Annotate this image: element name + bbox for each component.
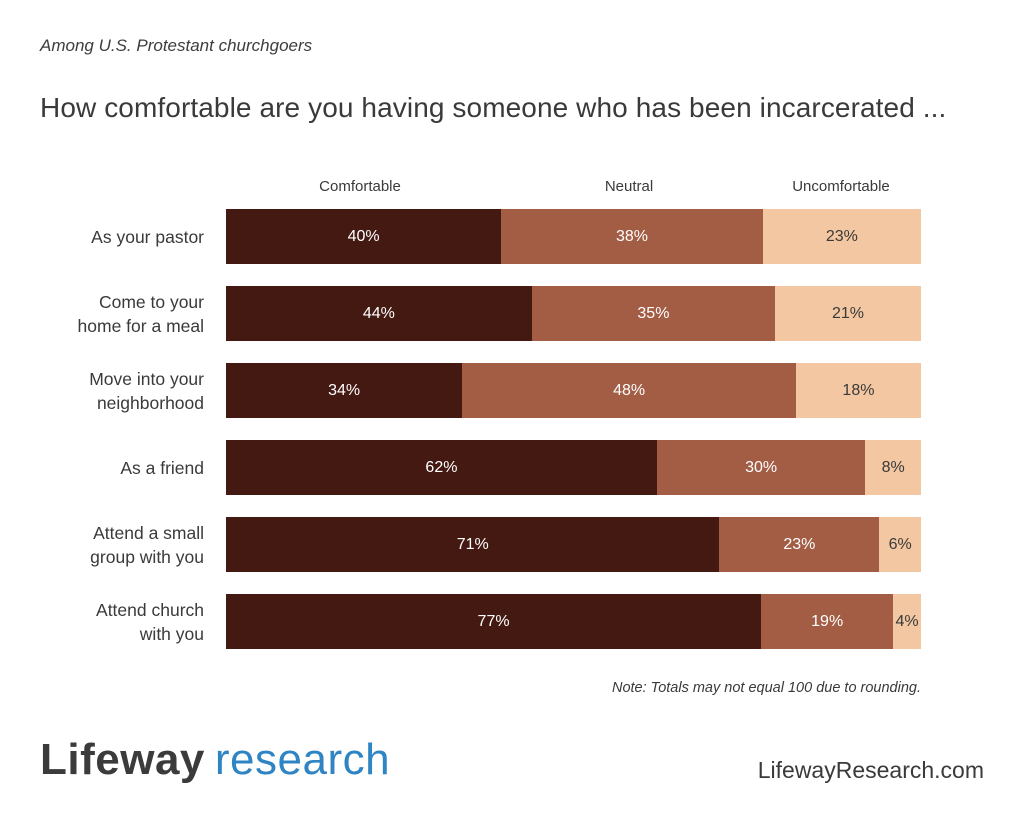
bar-segment-uncomfortable: 4% <box>893 594 921 649</box>
data-label: 35% <box>637 304 670 322</box>
category-label: Come to your home for a meal <box>4 286 204 341</box>
legend-neutral: Neutral <box>604 178 654 195</box>
category-label: As a friend <box>4 440 204 495</box>
data-label: 48% <box>613 381 646 399</box>
data-label: 21% <box>832 304 865 322</box>
logo-research-text: research <box>214 735 391 784</box>
category-label: Attend church with you <box>4 594 204 649</box>
bar-segment-neutral: 19% <box>761 594 894 649</box>
bar-segment-comfortable: 40% <box>226 209 502 264</box>
data-label: 44% <box>362 304 395 322</box>
bar-segment-uncomfortable: 21% <box>775 286 921 341</box>
lifeway-research-logo: Lifeway research <box>40 735 390 785</box>
stacked-bar: 71% 23% 6% <box>226 517 921 572</box>
bar-segment-uncomfortable: 18% <box>795 363 921 418</box>
category-label-line: group with you <box>90 546 204 567</box>
data-label: 30% <box>745 458 778 476</box>
category-label: As your pastor <box>4 209 204 264</box>
data-label: 40% <box>347 227 380 245</box>
category-label-line: Attend church <box>96 599 204 620</box>
legend-uncomfortable: Uncomfortable <box>792 178 890 195</box>
bar-segment-uncomfortable: 8% <box>865 440 921 495</box>
stacked-bar: 40% 38% 23% <box>226 209 921 264</box>
data-label: 34% <box>328 381 361 399</box>
logo-lifeway-text: Lifeway <box>40 735 205 784</box>
data-label: 23% <box>783 535 816 553</box>
category-label-line: neighborhood <box>96 392 204 413</box>
category-label-line: As your pastor <box>91 226 204 247</box>
bar-segment-comfortable: 77% <box>226 594 762 649</box>
data-label: 62% <box>425 458 458 476</box>
category-label-line: Come to your <box>98 291 204 312</box>
stacked-bar: 77% 19% 4% <box>226 594 921 649</box>
chart-subtitle: Among U.S. Protestant churchgoers <box>40 36 313 55</box>
data-label: 6% <box>888 535 912 553</box>
bar-segment-uncomfortable: 23% <box>762 209 921 264</box>
chart-title: How comfortable are you having someone w… <box>40 92 947 123</box>
category-label-line: Move into your <box>89 368 204 389</box>
bar-segment-neutral: 30% <box>656 440 866 495</box>
data-label: 18% <box>842 381 875 399</box>
data-label: 19% <box>811 612 844 630</box>
category-label: Move into your neighborhood <box>4 363 204 418</box>
bar-segment-neutral: 38% <box>501 209 763 264</box>
website-link[interactable]: LifewayResearch.com <box>757 757 984 783</box>
bar-segment-neutral: 35% <box>531 286 776 341</box>
bar-segment-neutral: 48% <box>462 363 796 418</box>
stacked-bar: 62% 30% 8% <box>226 440 921 495</box>
bar-segment-uncomfortable: 6% <box>879 517 921 572</box>
category-label: Attend a small group with you <box>4 517 204 572</box>
stacked-bar: 34% 48% 18% <box>226 363 921 418</box>
data-label: 71% <box>456 535 489 553</box>
category-label-line: home for a meal <box>77 315 204 336</box>
bar-segment-comfortable: 62% <box>226 440 657 495</box>
data-label: 23% <box>825 227 858 245</box>
category-label-line: with you <box>139 623 204 644</box>
data-label: 77% <box>477 612 510 630</box>
category-label-line: Attend a small <box>93 522 204 543</box>
legend-comfortable: Comfortable <box>319 178 401 195</box>
category-label-line: As a friend <box>120 457 204 478</box>
footnote: Note: Totals may not equal 100 due to ro… <box>611 680 921 696</box>
bar-segment-neutral: 23% <box>719 517 880 572</box>
data-label: 38% <box>615 227 648 245</box>
bar-segment-comfortable: 71% <box>226 517 720 572</box>
bar-segment-comfortable: 34% <box>226 363 463 418</box>
bar-segment-comfortable: 44% <box>226 286 532 341</box>
data-label: 8% <box>881 458 905 476</box>
data-label: 4% <box>895 612 919 630</box>
stacked-bar: 44% 35% 21% <box>226 286 921 341</box>
